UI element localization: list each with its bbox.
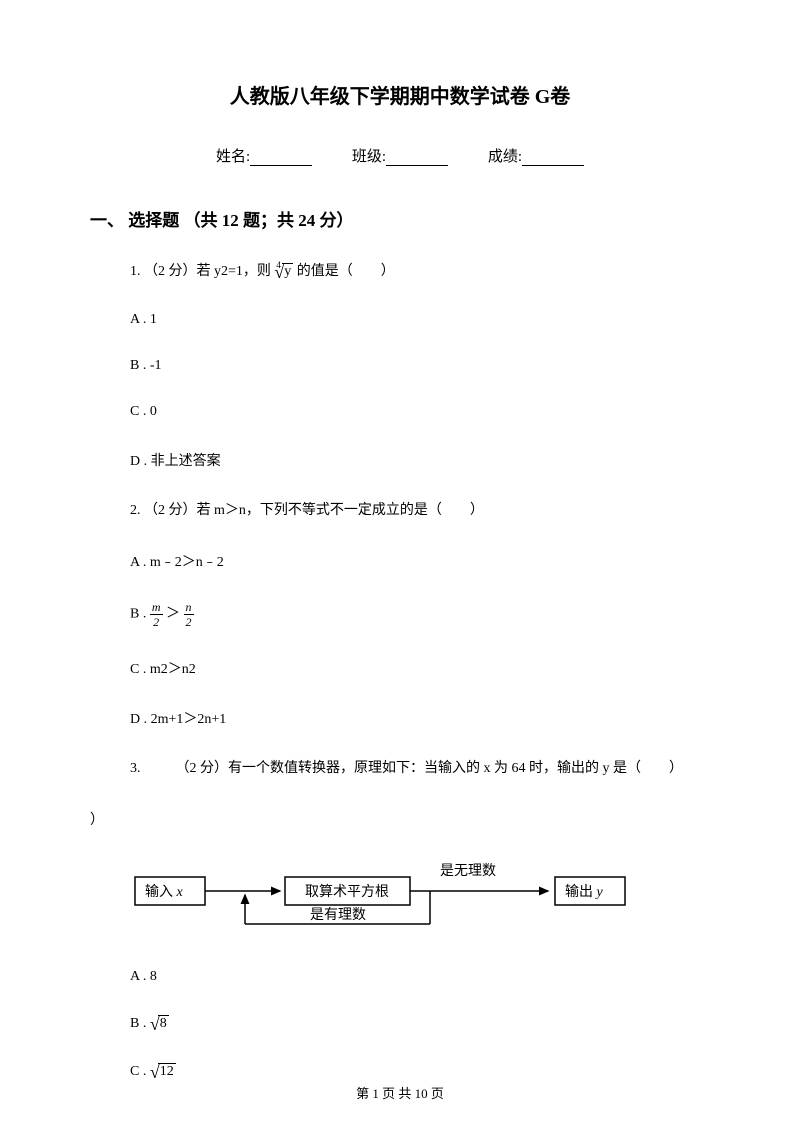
q1-option-c: C . 0: [130, 404, 710, 420]
svg-text:输入 x: 输入 x: [145, 884, 184, 900]
q3-option-a: A . 8: [130, 969, 710, 985]
sqrt-12-icon: √12: [150, 1063, 176, 1081]
flowchart-diagram: 输入 x 取算术平方根 是无理数 输出 y 是有理数: [130, 859, 650, 939]
svg-text:是有理数: 是有理数: [310, 907, 366, 923]
section-1-header: 一、 选择题 （共 12 题；共 24 分）: [90, 206, 710, 231]
q2-option-a: A . m﹣2＞n﹣2: [130, 551, 710, 571]
page-title: 人教版八年级下学期期中数学试卷 G卷: [90, 80, 710, 109]
fraction-n-over-2: n2: [184, 601, 194, 628]
q3-option-b: B . √8: [130, 1015, 710, 1033]
q3-option-c: C . √12: [130, 1063, 710, 1081]
svg-text:输出 y: 输出 y: [565, 884, 604, 900]
question-1: 1. （2 分）若 y2=1，则 4 √y 的值是（ ）: [130, 261, 710, 282]
q3-b-prefix: B .: [130, 1017, 150, 1032]
q3-c-prefix: C .: [130, 1065, 150, 1080]
q2-option-c: C . m2＞n2: [130, 658, 710, 678]
score-blank: [522, 150, 584, 166]
name-label: 姓名:: [216, 149, 250, 165]
name-field: 姓名:: [216, 149, 312, 165]
q1-option-a: A . 1: [130, 312, 710, 328]
q2-option-d: D . 2m+1＞2n+1: [130, 708, 710, 728]
fourth-root-y-icon: 4 √y: [274, 261, 293, 282]
page-footer: 第 1 页 共 10 页: [0, 1083, 800, 1102]
q2-b-gt: ＞: [166, 607, 184, 622]
class-field: 班级:: [352, 149, 448, 165]
q3-text: 3. （2 分）有一个数值转换器，原理如下：当输入的 x 为 64 时，输出的 …: [130, 761, 683, 776]
q3-closing-paren: ）: [90, 809, 710, 829]
fraction-m-over-2: m2: [150, 601, 163, 628]
question-2: 2. （2 分）若 m＞n，下列不等式不一定成立的是（ ）: [130, 500, 710, 521]
q2-b-prefix: B .: [130, 607, 150, 622]
score-field: 成绩:: [488, 149, 584, 165]
sqrt-8-icon: √8: [150, 1015, 169, 1033]
q1-option-d: D . 非上述答案: [130, 450, 710, 470]
class-blank: [386, 150, 448, 166]
q1-text-a: 1. （2 分）若 y2=1，则: [130, 264, 271, 279]
class-label: 班级:: [352, 149, 386, 165]
q1-text-b: 的值是（ ）: [297, 264, 395, 279]
question-3: 3. （2 分）有一个数值转换器，原理如下：当输入的 x 为 64 时，输出的 …: [110, 758, 710, 779]
q1-option-b: B . -1: [130, 358, 710, 374]
score-label: 成绩:: [488, 149, 522, 165]
q2-option-b: B . m2 ＞ n2: [130, 601, 710, 628]
name-blank: [250, 150, 312, 166]
svg-text:是无理数: 是无理数: [440, 863, 496, 879]
student-info-line: 姓名: 班级: 成绩:: [90, 145, 710, 166]
svg-text:取算术平方根: 取算术平方根: [305, 884, 389, 900]
